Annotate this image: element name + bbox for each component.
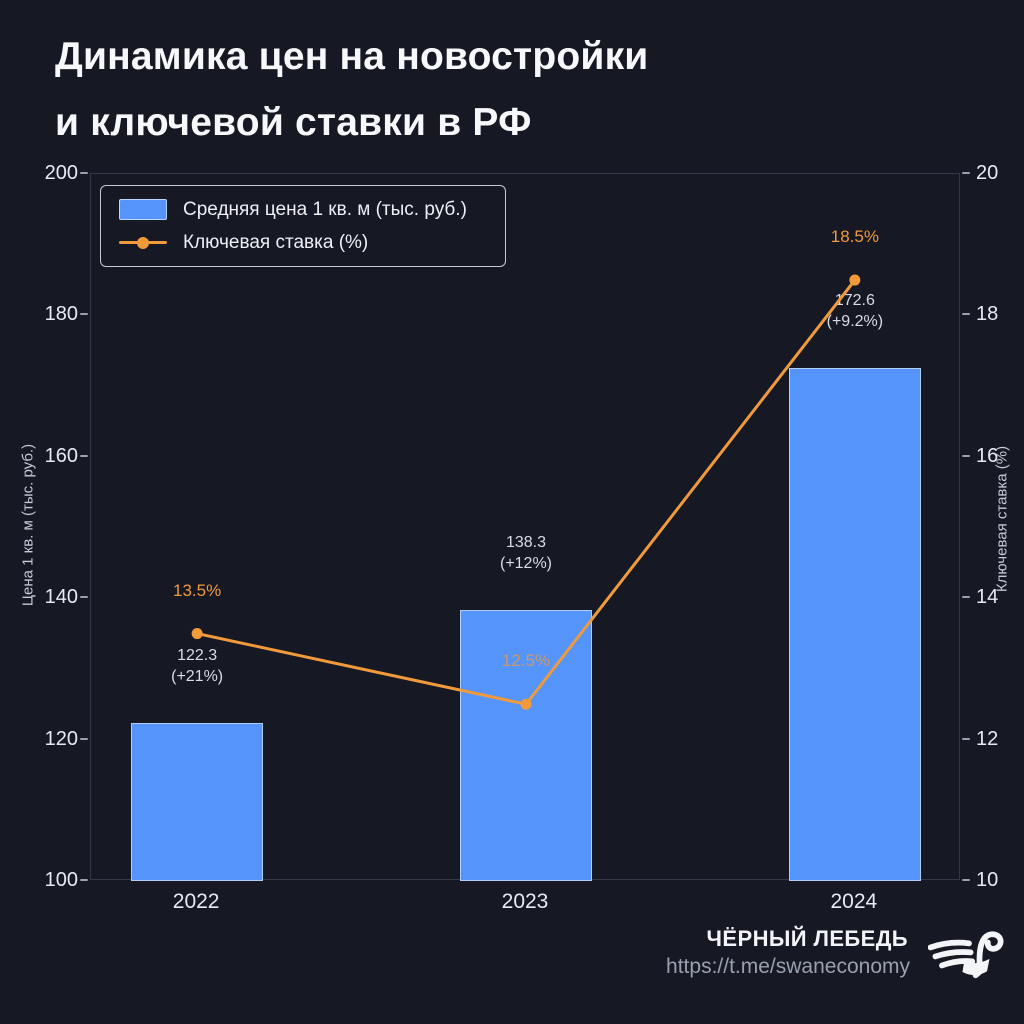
bar-value-label-line: 172.6: [834, 291, 875, 309]
legend-item-price: Средняя цена 1 кв. м (тыс. руб.): [119, 197, 487, 222]
tick-dash: [80, 313, 88, 316]
footer-url[interactable]: https://t.me/swaneconomy: [666, 955, 910, 978]
bar-value-label-line: 138.3: [505, 534, 547, 552]
tick-dash: [962, 737, 970, 740]
y-tick-label-right: 12: [976, 727, 999, 750]
rate-value-label: 12.5%: [501, 651, 551, 671]
line-marker-icon: [119, 232, 167, 253]
y-tick-label-left: 140: [44, 586, 78, 609]
plot-area: 122.3 (+21%) 138.3 (+12%) 172.6 (+9.2%) 13.5% 1…: [90, 173, 960, 881]
tick-dash: [80, 879, 88, 881]
y-tick-label-left: 180: [44, 303, 78, 326]
legend-item-rate: Ключевая ставка (%): [119, 230, 487, 255]
legend: Средняя цена 1 кв. м (тыс. руб.) Ключева…: [100, 185, 506, 267]
chart-title: Динамика цен на новостройки и ключевой с…: [55, 24, 648, 156]
y-axis-left-title: Цена 1 кв. м (тыс. руб.): [19, 443, 37, 607]
tick-dash: [80, 737, 88, 740]
tick-dash: [80, 596, 88, 599]
tick-dash: [962, 313, 970, 316]
tick-dash: [80, 454, 88, 457]
bar-value-label-line: (+9.2%): [826, 312, 884, 330]
bar-value-label-line: (+21%): [171, 668, 224, 686]
tick-dash: [80, 172, 88, 174]
bar-value-label-line: (+12%): [499, 555, 553, 573]
bar-value-label: 172.6 (+9.2%): [827, 290, 883, 332]
x-tick-label: 2023: [501, 890, 549, 913]
y-tick-label-right: 16: [976, 444, 999, 467]
bar-swatch-icon: [119, 199, 167, 220]
bar-value-label: 138.3 (+12%): [500, 532, 552, 574]
bar: [788, 367, 921, 881]
tick-dash: [962, 596, 970, 599]
y-tick-label-right: 14: [976, 586, 999, 609]
y-tick-label-left: 160: [44, 444, 78, 467]
y-tick-label-right: 18: [976, 303, 999, 326]
tick-dash: [962, 172, 970, 174]
tick-dash: [962, 879, 970, 881]
bar-value-label: 122.3 (+21%): [171, 645, 223, 687]
y-tick-label-left: 200: [44, 162, 78, 184]
y-axis-right-title: Ключевая ставка (%): [993, 445, 1011, 593]
rate-point: [849, 274, 861, 286]
y-tick-label-right: 10: [976, 869, 999, 891]
chart-title-line1: Динамика цен на новостройки: [55, 35, 649, 78]
bar: [131, 723, 264, 881]
footer-brand: ЧЁРНЫЙ ЛЕБЕДЬ: [706, 926, 908, 951]
y-tick-label-right: 20: [976, 162, 999, 184]
tick-dash: [962, 454, 970, 457]
x-tick-label: 2024: [830, 890, 878, 913]
chart-title-line2: и ключевой ставки в РФ: [55, 101, 532, 144]
legend-label-price: Средняя цена 1 кв. м (тыс. руб.): [183, 198, 467, 220]
rate-value-label: 18.5%: [830, 227, 879, 247]
y-tick-label-left: 120: [44, 727, 78, 750]
x-tick-label: 2022: [172, 890, 220, 913]
legend-label-rate: Ключевая ставка (%): [183, 231, 369, 253]
bar-value-label-line: 122.3: [177, 647, 218, 665]
y-tick-label-left: 100: [44, 869, 78, 891]
rate-point: [191, 628, 203, 640]
swan-logo-icon: [928, 931, 1004, 979]
rate-value-label: 13.5%: [173, 580, 222, 600]
